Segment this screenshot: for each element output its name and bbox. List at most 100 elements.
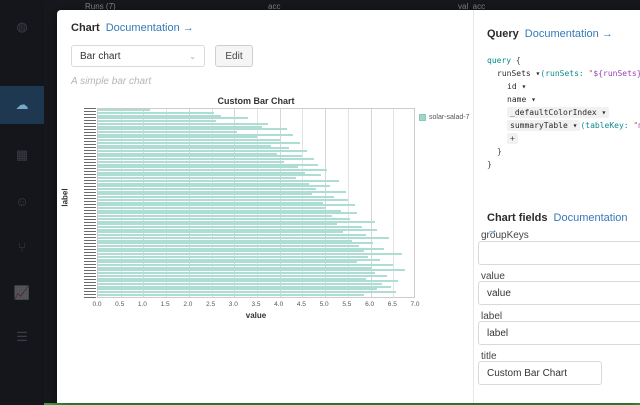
bar: [98, 283, 382, 285]
label-input[interactable]: [478, 321, 640, 345]
grid-icon: ▦: [15, 147, 29, 162]
bar: [98, 163, 319, 166]
bar: [98, 158, 314, 161]
bar: [98, 204, 355, 207]
gridline: [370, 109, 372, 297]
x-tick-label: 5.0: [319, 301, 329, 308]
query-code-editor[interactable]: query {runSets ▾(runSets: "${runSets}" →…: [487, 54, 640, 171]
gridline: [347, 109, 349, 297]
bar: [98, 217, 351, 220]
bar: [98, 182, 310, 185]
groupkeys-label: groupKeys: [481, 230, 529, 241]
groupkeys-input[interactable]: [478, 241, 640, 265]
bar: [98, 291, 396, 294]
chart-documentation-link[interactable]: Documentation →: [105, 22, 194, 34]
x-tick-label: 2.5: [206, 301, 216, 308]
code-token: ${runSets}: [593, 69, 640, 78]
chart-type-select[interactable]: Bar chart ⌄: [71, 45, 205, 67]
x-tick-label: 1.5: [160, 301, 170, 308]
custom-chart-editor-modal: Chart Documentation → Bar chart ⌄ Edit A …: [57, 10, 640, 403]
chart-legend: solar-salad-7: [419, 114, 469, 121]
bar: [98, 272, 376, 275]
code-token: id ▾: [507, 82, 527, 91]
bar: [98, 185, 330, 188]
chart-preview-panel: Chart Documentation → Bar chart ⌄ Edit A …: [57, 10, 473, 403]
bar: [98, 253, 403, 256]
code-token: my_ba: [638, 121, 640, 130]
edit-button[interactable]: Edit: [215, 45, 253, 67]
x-tick-label: 4.5: [296, 301, 306, 308]
bar: [98, 239, 353, 242]
bar: [98, 171, 305, 174]
chart-fields-documentation-link[interactable]: Documentation →: [487, 212, 628, 236]
bar: [98, 215, 332, 218]
chart-type-value: Bar chart: [80, 50, 121, 62]
bar-chart-plot[interactable]: [97, 108, 415, 298]
runs-count-label: Runs (7): [85, 2, 116, 10]
label-label: label: [481, 311, 503, 322]
panel-divider: [473, 10, 474, 403]
code-field-chip[interactable]: _defaultColorIndex ▾: [507, 107, 610, 118]
x-tick-label: 5.5: [342, 301, 352, 308]
bar: [98, 133, 294, 136]
bar: [98, 114, 221, 117]
bar: [98, 198, 348, 201]
bar: [98, 136, 257, 139]
bar: [98, 131, 237, 133]
code-field-chip[interactable]: +: [507, 133, 518, 144]
bar: [98, 122, 269, 125]
code-token: runSets ▾: [497, 69, 541, 78]
code-field-chip[interactable]: summaryTable ▾: [507, 120, 581, 131]
chart-icon: 📈: [13, 285, 31, 300]
network-icon: ⑂: [18, 239, 26, 255]
query-section-header: Query Documentation →: [487, 28, 613, 40]
chart-description: A simple bar chart: [71, 76, 152, 87]
bar: [98, 269, 405, 272]
bar: [98, 147, 289, 150]
bar: [98, 166, 298, 169]
bar: [98, 245, 360, 247]
bar: [98, 160, 285, 163]
bar: [98, 255, 369, 258]
bar: [98, 169, 328, 171]
x-tick-label: 2.0: [183, 301, 193, 308]
bar: [98, 193, 312, 196]
bar: [98, 109, 151, 112]
code-token: }: [497, 147, 502, 156]
gridline: [325, 109, 327, 297]
chevron-down-icon: ⌄: [189, 51, 196, 61]
bar: [98, 234, 366, 237]
bar: [98, 226, 362, 228]
bar: [98, 250, 364, 253]
y-axis-tick-labels: [84, 108, 96, 298]
title-input[interactable]: [478, 361, 602, 385]
bar: [98, 152, 278, 155]
query-documentation-link[interactable]: Documentation →: [524, 28, 613, 40]
gridline: [393, 109, 395, 297]
legend-swatch: [419, 114, 426, 121]
x-tick-label: 7.0: [410, 301, 420, 308]
value-label: value: [481, 271, 505, 282]
chart-title: Custom Bar Chart: [217, 96, 295, 106]
bar: [98, 261, 357, 264]
app-sidebar: ◍ ☁ ▦ ☺ ⑂ 📈 ☰: [0, 0, 44, 405]
code-token: }: [487, 160, 492, 169]
value-input[interactable]: [478, 281, 640, 305]
bar: [98, 285, 391, 288]
bar: [98, 280, 398, 283]
bar: [98, 288, 378, 291]
x-tick-label: 6.0: [365, 301, 375, 308]
bar: [98, 209, 341, 212]
x-tick-label: 1.0: [137, 301, 147, 308]
x-axis-ticks: 0.0 0.5 1.0 1.5 2.0 2.5 3.0 3.5 4.0 4.5 5.0 5.5 6.0 6…: [92, 301, 419, 311]
code-token: query: [487, 56, 516, 65]
bar: [98, 141, 301, 144]
x-tick-label: 0.0: [92, 301, 102, 308]
code-token: (: [540, 69, 546, 78]
bar: [98, 188, 317, 190]
bar: [98, 125, 262, 128]
bar: [98, 228, 378, 231]
bar: [98, 236, 389, 239]
chart-fields-section-header: Chart fields Documentation →: [487, 212, 640, 236]
bar: [98, 274, 387, 277]
